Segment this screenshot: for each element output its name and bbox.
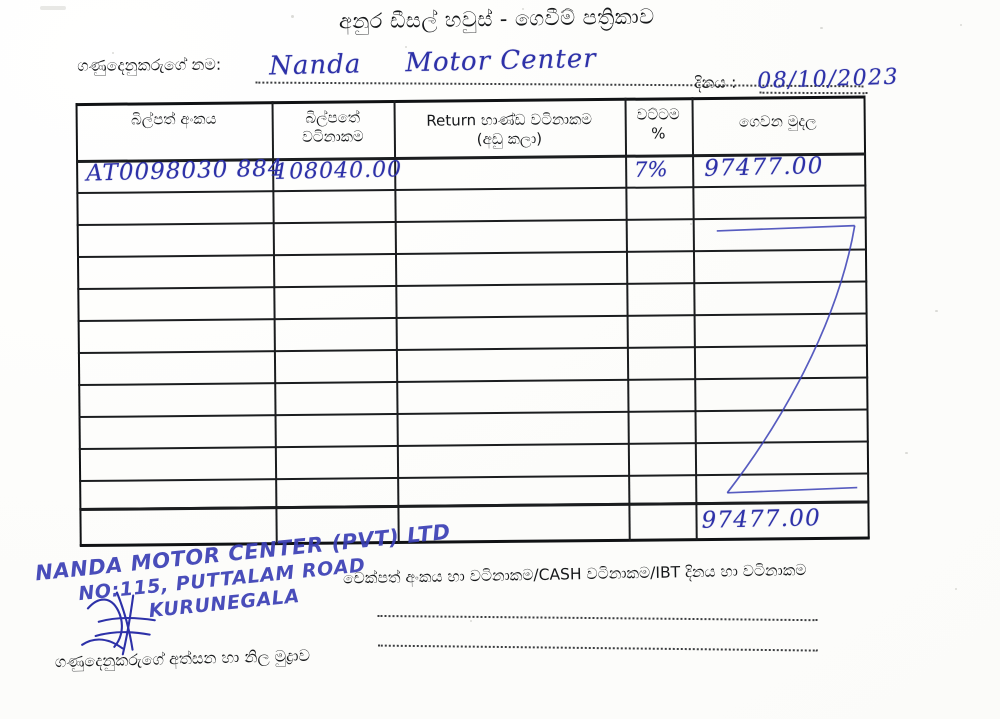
row-divider: [77, 344, 868, 355]
customer-name-handwritten: Nanda Motor Center: [269, 44, 597, 82]
scan-speck: [112, 52, 114, 54]
scan-speck: [291, 15, 294, 18]
scan-speck: [470, 620, 472, 622]
cell-discount: 7%: [633, 157, 668, 182]
cell-total-payable: 97477.00: [701, 505, 822, 534]
customer-name-word-2: Motor Center: [404, 43, 597, 79]
row-divider: [77, 280, 868, 291]
payment-method-note: චෙක්පත් අංකය හා වටිනාකම/CASH වටිනාකම/IBT…: [342, 561, 807, 588]
scan-edge-artifact: [40, 6, 66, 10]
scan-speck: [960, 24, 962, 26]
footer-dotted-rule-2: [377, 644, 818, 652]
column-header-payable: ගෙවන මුදල: [738, 111, 817, 131]
row-divider: [76, 216, 867, 227]
cell-bill-value: 108040.00: [273, 157, 403, 185]
handwritten-signature: [81, 591, 156, 656]
scan-speck: [522, 8, 524, 10]
customer-name-label: ගණුදෙනුකරුගේ නම:: [77, 54, 222, 76]
scan-speck: [905, 452, 908, 454]
date-label: දිනය :: [694, 72, 737, 93]
column-header-return-value: Return භාණ්ඩ වටිනාකම (අඩු කලා): [426, 110, 593, 148]
row-divider: [76, 184, 867, 195]
column-header-bill-value: බිල්පතේ වටිනාකම: [301, 108, 364, 146]
row-divider: [79, 472, 870, 483]
scan-speck: [935, 310, 938, 312]
payment-table: බිල්පත් අංකය බිල්පතේ වටිනාකම Return භාණ්…: [75, 95, 870, 548]
row-divider: [78, 408, 869, 419]
column-header-discount: වට්ටම %: [636, 105, 680, 143]
row-divider: [78, 376, 869, 387]
column-header-bill-no: බිල්පත් අංකය: [130, 109, 217, 129]
date-handwritten: 08/10/2023: [756, 64, 900, 94]
cell-payable: 97477.00: [703, 153, 824, 182]
cell-bill-no: AT0098030 884: [85, 155, 284, 187]
page-title: අනුර ඩීසල් හවුස් - ගෙවීම් පත්‍රිකාව: [338, 4, 655, 34]
customer-name-word-1: Nanda: [268, 49, 362, 82]
scan-speck: [955, 588, 957, 590]
scan-speck: [690, 223, 692, 225]
scan-speck: [405, 46, 407, 48]
table-border-top: [75, 95, 866, 107]
row-divider: [76, 248, 867, 259]
scan-speck: [820, 27, 823, 29]
row-divider: [77, 312, 868, 323]
footer-dotted-rule-1: [377, 614, 818, 622]
row-divider: [78, 440, 869, 451]
